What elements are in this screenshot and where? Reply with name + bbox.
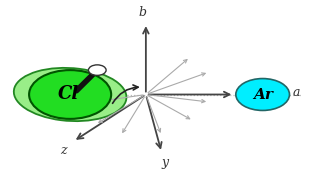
Text: z: z <box>60 144 67 157</box>
Text: b: b <box>138 5 146 19</box>
Circle shape <box>236 79 289 110</box>
Text: Ar: Ar <box>253 88 273 101</box>
Text: y: y <box>161 156 168 169</box>
Text: a: a <box>293 86 300 99</box>
Circle shape <box>88 65 106 75</box>
Text: Cl: Cl <box>58 84 79 103</box>
Circle shape <box>29 70 111 119</box>
Ellipse shape <box>14 68 126 121</box>
FancyArrowPatch shape <box>113 85 138 103</box>
